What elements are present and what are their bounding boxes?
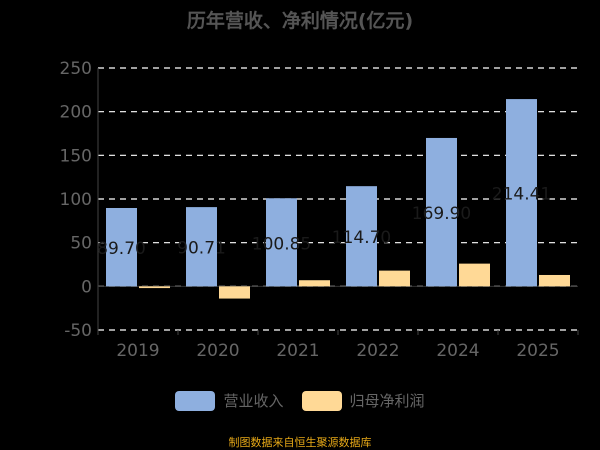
data-label-revenue: 114.70 — [332, 228, 391, 248]
legend-label-profit: 归母净利润 — [349, 392, 425, 410]
bar-profit — [299, 280, 330, 287]
bar-revenue — [266, 198, 297, 287]
x-tick-label: 2021 — [276, 341, 319, 361]
chart-title: 历年营收、净利情况(亿元) — [186, 10, 414, 32]
y-tick-label: 200 — [60, 103, 92, 123]
bar-profit — [379, 270, 410, 287]
legend-swatch-revenue — [175, 390, 216, 411]
bar-profit — [539, 274, 570, 287]
legend-item-profit[interactable]: 归母净利润 — [301, 390, 425, 411]
data-label-revenue: 89.70 — [97, 239, 146, 259]
legend-item-revenue[interactable]: 营业收入 — [175, 390, 284, 411]
y-tick-label: 250 — [60, 59, 92, 79]
y-tick-label: 0 — [81, 277, 92, 297]
x-tick-label: 2025 — [516, 341, 559, 361]
source-note: 制图数据来自恒生聚源数据库 — [228, 436, 372, 449]
x-tick-label: 2019 — [116, 341, 159, 361]
data-label-revenue: 214.41 — [492, 185, 551, 205]
bar-profit — [139, 286, 170, 289]
chart-legend: 营业收入 归母净利润 — [0, 390, 600, 411]
legend-swatch-profit — [301, 390, 342, 411]
y-tick-label: -50 — [64, 321, 92, 341]
data-label-revenue: 100.85 — [252, 234, 311, 254]
bar-profit — [219, 286, 250, 299]
bar-revenue — [426, 137, 457, 287]
bar-revenue — [506, 99, 537, 287]
bar-revenue — [106, 207, 137, 287]
bar-revenue — [346, 186, 377, 287]
data-label-revenue: 90.71 — [177, 239, 226, 259]
x-tick-label: 2024 — [436, 341, 479, 361]
data-label-revenue: 169.90 — [412, 204, 471, 224]
y-tick-label: 150 — [60, 146, 92, 166]
legend-label-revenue: 营业收入 — [223, 392, 284, 410]
y-tick-label: 50 — [70, 234, 92, 254]
x-tick-label: 2020 — [196, 341, 239, 361]
bar-revenue — [186, 207, 217, 287]
y-tick-label: 100 — [60, 190, 92, 210]
bar-profit — [459, 263, 490, 287]
x-tick-label: 2022 — [356, 341, 399, 361]
